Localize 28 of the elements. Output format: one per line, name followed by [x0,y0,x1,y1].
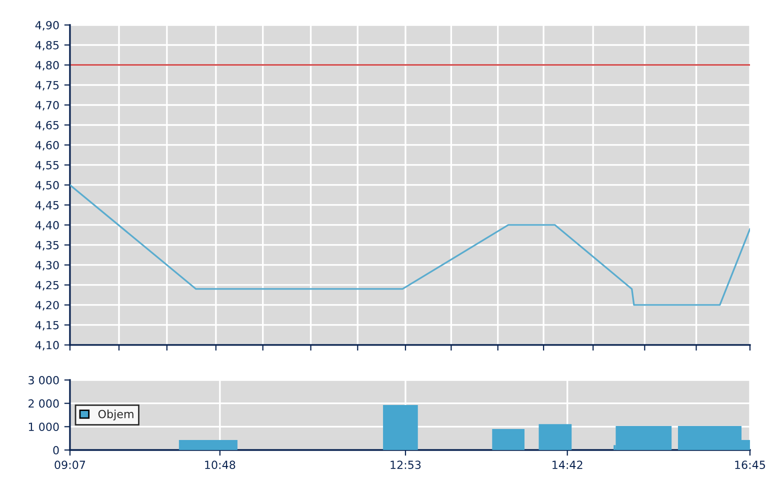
y-tick-label: 4,10 [35,340,59,350]
y-tick-label: 4,40 [35,220,59,230]
x-tick-label: 12:53 [390,460,421,470]
y-tick-label: 4,70 [35,100,59,110]
y-tick-label: 4,65 [35,120,59,130]
y-tick-label: 3 000 [28,376,59,384]
y-tick-label: 4,15 [35,321,59,330]
y-tick-label: 4,90 [35,20,59,31]
y-tick-label: 4,80 [35,60,59,70]
y-tick-label: 0 [53,446,59,454]
y-tick-label: 4,30 [35,260,59,270]
y-tick-label: 4,45 [35,201,59,210]
x-tick-label: 09:07 [54,460,86,470]
y-tick-label: 4,60 [35,140,59,150]
legend-label: Objem [98,410,134,420]
y-tick-label: 1 000 [28,422,59,432]
x-tick-label: 14:42 [552,460,582,469]
y-tick-label: 4,20 [35,300,59,310]
x-tick-label: 10:48 [205,460,236,470]
y-tick-label: 4,50 [35,180,59,190]
y-tick-label: 2 000 [28,399,59,408]
y-tick-label: 4,35 [35,240,59,250]
y-tick-label: 4,85 [35,40,59,50]
y-tick-label: 4,25 [35,280,59,290]
x-tick-label: 16:45 [735,460,766,470]
y-tick-label: 4,75 [35,81,59,90]
y-tick-label: 4,55 [35,161,59,170]
line-series [70,184,750,306]
